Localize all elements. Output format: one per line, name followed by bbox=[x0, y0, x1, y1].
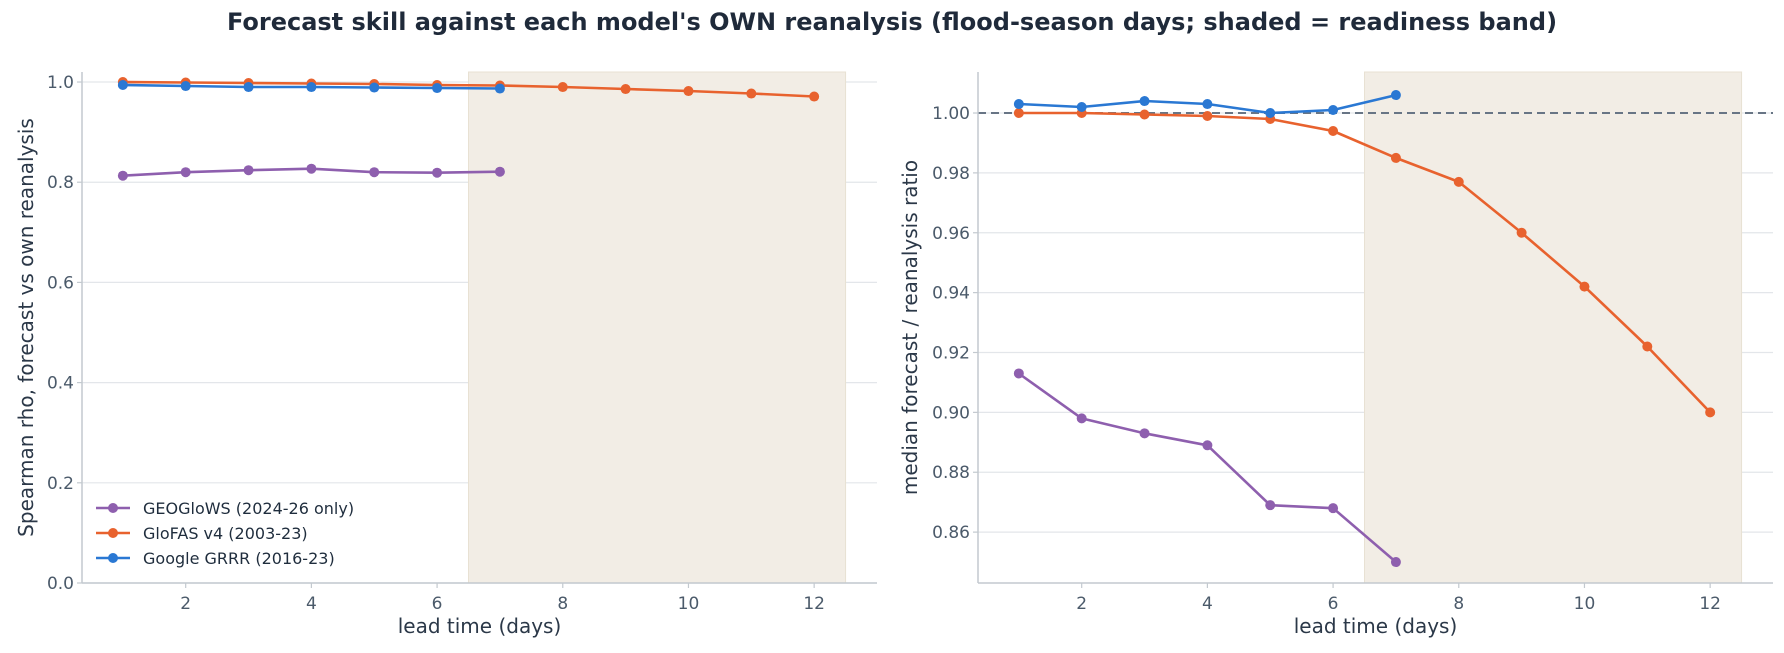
data-point bbox=[1265, 500, 1276, 511]
y-tick-label: 0.92 bbox=[932, 343, 970, 363]
y-tick-label: 0.86 bbox=[932, 523, 970, 543]
series-glofas bbox=[1013, 108, 1716, 418]
y-tick-label: 0.90 bbox=[932, 403, 970, 423]
data-point bbox=[1202, 111, 1213, 122]
data-point bbox=[1013, 99, 1024, 110]
data-point bbox=[1076, 413, 1087, 424]
x-tick-label: 12 bbox=[803, 594, 825, 614]
data-point bbox=[1579, 281, 1590, 292]
series-geoglows bbox=[1013, 368, 1401, 568]
data-point bbox=[117, 80, 128, 91]
data-point bbox=[1453, 176, 1464, 187]
x-axis-label: lead time (days) bbox=[398, 614, 562, 638]
series-google bbox=[1013, 90, 1401, 119]
data-point bbox=[809, 91, 820, 102]
data-point bbox=[369, 167, 380, 178]
data-point bbox=[1516, 227, 1527, 238]
data-point bbox=[180, 167, 191, 178]
readiness-band bbox=[468, 71, 847, 584]
data-point bbox=[369, 82, 380, 93]
data-point bbox=[620, 84, 631, 95]
data-point bbox=[1328, 125, 1339, 136]
y-tick-label: 0.4 bbox=[47, 374, 74, 394]
y-tick-label: 1.0 bbox=[47, 73, 74, 93]
data-point bbox=[494, 166, 505, 177]
data-point bbox=[1390, 557, 1401, 568]
data-point bbox=[1265, 108, 1276, 119]
y-tick-label: 0.0 bbox=[47, 574, 74, 594]
data-point bbox=[1139, 109, 1150, 120]
data-point bbox=[306, 82, 317, 93]
data-point bbox=[243, 165, 254, 176]
x-tick-label: 2 bbox=[180, 594, 191, 614]
y-tick-label: 0.8 bbox=[47, 173, 74, 193]
data-point bbox=[117, 170, 128, 181]
x-tick-label: 4 bbox=[306, 594, 317, 614]
y-tick-label: 0.6 bbox=[47, 273, 74, 293]
y-tick-label: 1.00 bbox=[932, 104, 970, 124]
data-point bbox=[1202, 99, 1213, 110]
x-tick-label: 12 bbox=[1699, 594, 1721, 614]
data-point bbox=[557, 82, 568, 93]
legend-swatch-marker bbox=[108, 553, 118, 563]
data-point bbox=[1013, 108, 1024, 119]
data-point bbox=[432, 83, 443, 94]
data-point bbox=[1328, 503, 1339, 514]
data-point bbox=[1139, 96, 1150, 107]
data-point bbox=[1390, 90, 1401, 101]
data-point bbox=[1076, 102, 1087, 113]
legend-swatch-marker bbox=[108, 528, 118, 538]
y-tick-label: 0.88 bbox=[932, 463, 970, 483]
series-glofas bbox=[117, 77, 820, 102]
x-tick-label: 4 bbox=[1202, 594, 1213, 614]
data-point bbox=[746, 88, 757, 99]
x-axis-label: lead time (days) bbox=[1294, 614, 1458, 638]
x-tick-label: 8 bbox=[1453, 594, 1464, 614]
x-tick-label: 10 bbox=[1574, 594, 1596, 614]
legend-label: Google GRRR (2016-23) bbox=[143, 549, 335, 568]
y-axis-label: Spearman rho, forecast vs own reanalysis bbox=[14, 118, 38, 537]
data-point bbox=[1328, 105, 1339, 116]
legend-swatch-marker bbox=[108, 503, 118, 513]
data-point bbox=[494, 83, 505, 94]
readiness-band bbox=[1364, 71, 1743, 584]
x-tick-label: 2 bbox=[1076, 594, 1087, 614]
series-line bbox=[1018, 111, 1712, 414]
chart-panel-2: 0.86 0.88 0.90 0.92 0.94 0.96 0.98 1.00 2 4 6 8 10 12… bbox=[898, 71, 1773, 638]
data-point bbox=[1642, 341, 1653, 352]
y-tick-label: 0.96 bbox=[932, 224, 970, 244]
data-point bbox=[1013, 368, 1024, 379]
data-point bbox=[432, 167, 443, 178]
y-tick-label: 0.2 bbox=[47, 474, 74, 494]
series-line bbox=[122, 80, 815, 98]
data-point bbox=[1390, 152, 1401, 163]
legend: GEOGloWS (2024-26 only) GloFAS v4 (2003-2… bbox=[96, 499, 354, 568]
y-tick-label: 0.94 bbox=[932, 284, 970, 304]
series-google bbox=[117, 80, 505, 94]
x-tick-label: 8 bbox=[557, 594, 568, 614]
data-point bbox=[683, 86, 694, 97]
legend-label: GloFAS v4 (2003-23) bbox=[143, 524, 308, 543]
series-geoglows bbox=[117, 163, 505, 181]
series-line bbox=[1018, 372, 1397, 563]
data-point bbox=[1139, 428, 1150, 439]
y-axis-label: median forecast / reanalysis ratio bbox=[898, 160, 922, 495]
data-point bbox=[306, 163, 317, 174]
x-tick-label: 10 bbox=[678, 594, 700, 614]
data-point bbox=[1705, 407, 1716, 418]
chart-panel-1: 0.0 0.2 0.4 0.6 0.8 1.0 2 4 6 8 10 12 lead time (day… bbox=[14, 71, 877, 638]
x-tick-label: 6 bbox=[1328, 594, 1339, 614]
data-point bbox=[1202, 440, 1213, 451]
x-tick-label: 6 bbox=[432, 594, 443, 614]
y-tick-label: 0.98 bbox=[932, 164, 970, 184]
data-point bbox=[243, 82, 254, 93]
figure-title: Forecast skill against each model's OWN … bbox=[226, 8, 1558, 36]
data-point bbox=[180, 81, 191, 92]
legend-label: GEOGloWS (2024-26 only) bbox=[143, 499, 354, 518]
